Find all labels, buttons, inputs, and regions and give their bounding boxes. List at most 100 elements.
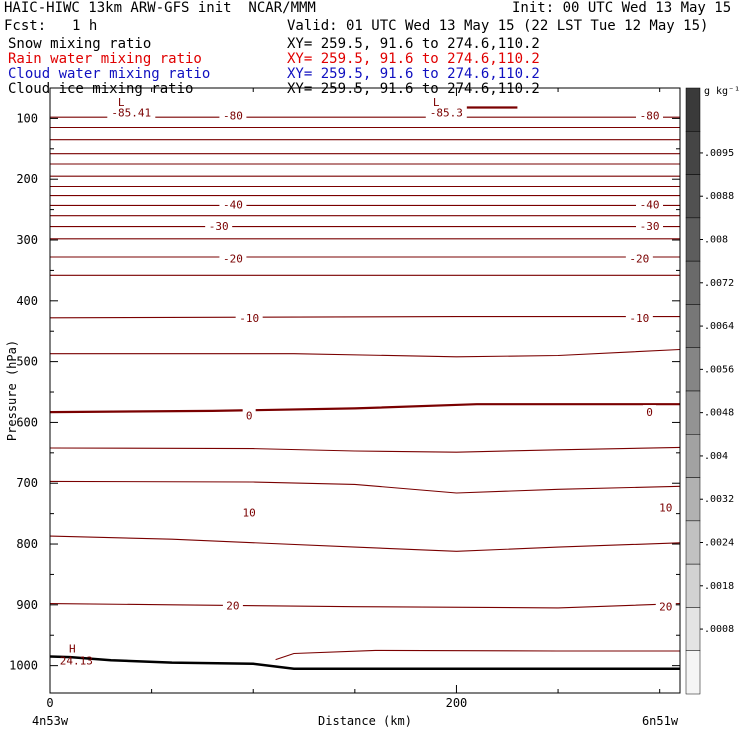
- colorbar-swatch: [685, 260, 701, 305]
- isoline-15: [49, 535, 681, 552]
- contour-label-bg: [655, 599, 676, 613]
- colorbar-label: .0008: [704, 624, 734, 635]
- y-tick-label: 700: [16, 476, 38, 490]
- forecast-hours: 1 h: [72, 18, 98, 34]
- field-name-snow: Snow mixing ratio: [8, 36, 152, 52]
- contour-label-bg: [636, 197, 664, 211]
- contour-label: 10: [243, 506, 256, 519]
- y-tick-label: 600: [16, 415, 38, 429]
- colorbar-swatch: [685, 304, 701, 348]
- contour-label-bg: [242, 408, 256, 422]
- field-xy-rain: XY= 259.5, 91.6 to 274.6,110.2: [287, 51, 540, 67]
- y-tick-label: 300: [16, 233, 38, 247]
- colorbar-label: .008: [704, 235, 728, 246]
- y-tick-label: 200: [16, 172, 38, 186]
- y-tick-label: 1000: [9, 659, 38, 673]
- contour-label-bg: [219, 251, 247, 265]
- contour-label: 20: [659, 601, 672, 614]
- colorbar-label: .0064: [704, 321, 734, 332]
- colorbar-label: .0024: [704, 538, 734, 549]
- contour-label: 0: [646, 406, 653, 419]
- contour-label: -30: [209, 220, 229, 233]
- extremum-H-marker: H: [69, 642, 76, 655]
- contour-label-bg: [425, 105, 467, 119]
- contour-label: -80: [223, 109, 243, 122]
- x-tick-label: 0: [46, 696, 53, 710]
- contour-label: -80: [640, 109, 660, 122]
- field-xy-snow: XY= 259.5, 91.6 to 274.6,110.2: [287, 36, 540, 52]
- extremum-L-marker: L: [433, 96, 440, 109]
- terrain-line: [49, 655, 680, 670]
- field-name-cloud-ice: Cloud ice mixing ratio: [8, 81, 194, 97]
- left-endpoint-label: 4n53w: [32, 714, 69, 728]
- colorbar-swatch: [685, 347, 701, 392]
- contour-label: -20: [629, 252, 649, 265]
- isoline-10: [49, 480, 681, 494]
- contour-label-bg: [107, 105, 156, 119]
- colorbar-swatch: [685, 563, 701, 608]
- contour-label-bg: [625, 310, 653, 324]
- contour-label-bg: [636, 108, 664, 122]
- colorbar-swatch: [685, 217, 701, 262]
- isoline-minus-10: [49, 316, 680, 319]
- contour-label-bg: [219, 108, 247, 122]
- colorbar-label: .0032: [704, 494, 734, 505]
- field-xy-cloud-water: XY= 259.5, 91.6 to 274.6,110.2: [287, 66, 540, 82]
- contour-label-bg: [235, 310, 263, 324]
- extremum-value: 24.13: [60, 654, 93, 667]
- colorbar-swatch: [685, 87, 701, 132]
- y-tick-label: 100: [16, 111, 38, 125]
- contour-label: -20: [223, 252, 243, 265]
- isoline-5: [49, 446, 681, 453]
- contour-label-bg: [219, 197, 247, 211]
- forecast-label: Fcst:: [4, 18, 47, 34]
- contour-label: -10: [239, 312, 259, 325]
- contour-label-bg: [655, 500, 676, 514]
- contour-label: 10: [659, 502, 672, 515]
- contour-label-bg: [625, 251, 653, 265]
- y-axis-label: Pressure (hPa): [5, 340, 19, 441]
- colorbar-swatch: [685, 650, 701, 695]
- contour-label-bg: [643, 405, 657, 419]
- isoline-layer: [49, 106, 681, 661]
- contour-label: -85.3: [430, 106, 463, 119]
- contour-label-bg: [222, 598, 243, 612]
- y-tick-label: 800: [16, 537, 38, 551]
- colorbar-swatch: [685, 477, 701, 522]
- extremum-L-marker: L: [118, 96, 125, 109]
- colorbar-swatch: [685, 607, 701, 651]
- colorbar-unit: g kg⁻¹: [704, 86, 740, 97]
- y-tick-label: 400: [16, 294, 38, 308]
- contour-label-bg: [636, 219, 664, 233]
- contour-label: 20: [226, 599, 239, 612]
- field-name-cloud-water: Cloud water mixing ratio: [8, 66, 211, 82]
- contour-label: -40: [223, 199, 243, 212]
- colorbar-swatch: [685, 390, 701, 435]
- colorbar-swatch: [685, 174, 701, 219]
- contour-label: -30: [640, 220, 660, 233]
- terrain-layer: [49, 655, 680, 670]
- x-tick-label: 200: [446, 696, 468, 710]
- isoline-20: [49, 603, 681, 609]
- isoline-minus-5: [50, 348, 681, 358]
- field-xy-cloud-ice: XY= 259.5, 91.6 to 274.6,110.2: [287, 81, 540, 97]
- colorbar-label: .0095: [704, 148, 734, 159]
- x-axis-label: Distance (km): [318, 714, 412, 728]
- contour-label: -40: [640, 199, 660, 212]
- colorbar-swatch: [685, 131, 701, 175]
- contour-label-bg: [205, 219, 233, 233]
- colorbar-swatch: [685, 520, 701, 565]
- y-tick-label: 900: [16, 598, 38, 612]
- contour-label: 0: [246, 410, 253, 423]
- contour-label: -10: [629, 312, 649, 325]
- contour-label: -85.41: [111, 106, 151, 119]
- y-tick-label: 500: [16, 355, 38, 369]
- isoline-0: [49, 403, 680, 414]
- colorbar-label: .0056: [704, 364, 734, 375]
- colorbar-label: .0072: [704, 278, 734, 289]
- valid-time: Valid: 01 UTC Wed 13 May 15 (22 LST Tue …: [287, 18, 709, 34]
- contour-label-layer: -85.41 -80 -85.3 -80 -40 -40 -30 -30 -20 -20 -10 -1…: [60, 96, 676, 667]
- plot-frame: [49, 87, 681, 694]
- isoline-25: [275, 649, 680, 661]
